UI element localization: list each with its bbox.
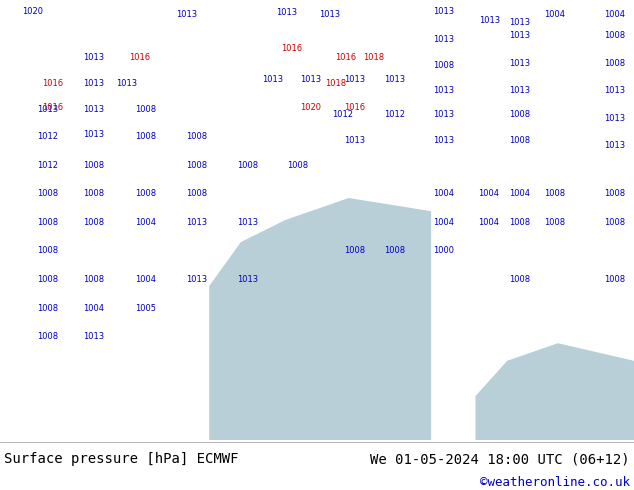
Text: 1013: 1013 bbox=[433, 110, 455, 119]
Text: 1008: 1008 bbox=[135, 132, 157, 141]
Text: 1008: 1008 bbox=[604, 218, 626, 227]
Text: ©weatheronline.co.uk: ©weatheronline.co.uk bbox=[479, 476, 630, 489]
Text: 1008: 1008 bbox=[544, 189, 566, 198]
Text: 1008: 1008 bbox=[433, 62, 455, 71]
Text: 1004: 1004 bbox=[509, 189, 531, 198]
Text: 1004: 1004 bbox=[83, 303, 105, 313]
Text: 1004: 1004 bbox=[477, 218, 499, 227]
Text: 1013: 1013 bbox=[509, 59, 531, 68]
Text: 1013: 1013 bbox=[83, 53, 105, 62]
Text: 1012: 1012 bbox=[37, 161, 58, 170]
Text: 1018: 1018 bbox=[325, 79, 347, 88]
Text: 1012: 1012 bbox=[332, 110, 353, 119]
Text: 1008: 1008 bbox=[83, 189, 105, 198]
Text: 1016: 1016 bbox=[129, 53, 150, 62]
Text: 1020: 1020 bbox=[22, 6, 44, 16]
Text: 1008: 1008 bbox=[37, 246, 58, 255]
Text: 1013: 1013 bbox=[344, 74, 366, 84]
Text: 1013: 1013 bbox=[186, 218, 207, 227]
Polygon shape bbox=[209, 198, 431, 440]
Text: 1016: 1016 bbox=[42, 79, 63, 88]
Text: 1012: 1012 bbox=[37, 132, 58, 141]
Text: 1013: 1013 bbox=[604, 141, 626, 150]
Text: 1016: 1016 bbox=[42, 103, 63, 112]
Text: 1013: 1013 bbox=[116, 79, 138, 88]
Text: 1008: 1008 bbox=[186, 132, 207, 141]
Text: 1008: 1008 bbox=[604, 275, 626, 284]
Text: 1004: 1004 bbox=[433, 218, 455, 227]
Text: 1008: 1008 bbox=[287, 161, 309, 170]
Text: 1013: 1013 bbox=[433, 35, 455, 44]
Text: 1008: 1008 bbox=[83, 275, 105, 284]
Text: 1013: 1013 bbox=[276, 8, 297, 17]
Text: 1008: 1008 bbox=[604, 59, 626, 68]
Text: 1008: 1008 bbox=[509, 136, 531, 146]
Text: 1013: 1013 bbox=[83, 130, 105, 139]
Text: 1013: 1013 bbox=[433, 6, 455, 16]
Text: 1008: 1008 bbox=[37, 218, 58, 227]
Text: 1013: 1013 bbox=[37, 105, 58, 115]
Text: 1008: 1008 bbox=[37, 332, 58, 341]
Text: 1016: 1016 bbox=[344, 103, 366, 112]
Text: 1008: 1008 bbox=[544, 218, 566, 227]
Text: 1012: 1012 bbox=[384, 110, 405, 119]
Text: 1013: 1013 bbox=[509, 31, 531, 40]
Text: 1008: 1008 bbox=[344, 246, 366, 255]
Text: Surface pressure [hPa] ECMWF: Surface pressure [hPa] ECMWF bbox=[4, 452, 239, 466]
Text: 1013: 1013 bbox=[509, 19, 531, 27]
Text: 1013: 1013 bbox=[604, 114, 626, 123]
Text: 1013: 1013 bbox=[83, 79, 105, 88]
Text: 1008: 1008 bbox=[37, 189, 58, 198]
Text: 1013: 1013 bbox=[300, 74, 321, 84]
Text: 1004: 1004 bbox=[544, 10, 566, 19]
Text: 1013: 1013 bbox=[604, 86, 626, 95]
Text: 1013: 1013 bbox=[319, 10, 340, 19]
Polygon shape bbox=[476, 343, 634, 440]
Text: 1013: 1013 bbox=[236, 218, 258, 227]
Text: 1008: 1008 bbox=[135, 105, 157, 115]
Text: 1013: 1013 bbox=[433, 86, 455, 95]
Text: 1008: 1008 bbox=[135, 189, 157, 198]
Text: 1013: 1013 bbox=[83, 105, 105, 115]
Text: 1013: 1013 bbox=[83, 332, 105, 341]
Text: 1013: 1013 bbox=[384, 74, 405, 84]
Text: 1004: 1004 bbox=[604, 10, 626, 19]
Text: 1004: 1004 bbox=[135, 218, 157, 227]
Text: 1008: 1008 bbox=[83, 161, 105, 170]
Text: 1016: 1016 bbox=[281, 44, 302, 53]
Text: 1000: 1000 bbox=[433, 246, 455, 255]
Text: 1013: 1013 bbox=[176, 10, 198, 19]
Text: 1008: 1008 bbox=[384, 246, 405, 255]
Text: We 01-05-2024 18:00 UTC (06+12): We 01-05-2024 18:00 UTC (06+12) bbox=[370, 452, 630, 466]
Text: 1008: 1008 bbox=[37, 275, 58, 284]
Text: 1016: 1016 bbox=[335, 53, 356, 62]
Text: 1008: 1008 bbox=[509, 275, 531, 284]
Text: 1008: 1008 bbox=[186, 161, 207, 170]
Text: 1008: 1008 bbox=[509, 218, 531, 227]
Text: 1013: 1013 bbox=[509, 86, 531, 95]
Text: 1008: 1008 bbox=[186, 189, 207, 198]
Text: 1013: 1013 bbox=[344, 136, 366, 146]
Text: 1004: 1004 bbox=[477, 189, 499, 198]
Text: 1013: 1013 bbox=[433, 136, 455, 146]
Text: 1013: 1013 bbox=[186, 275, 207, 284]
Text: 1005: 1005 bbox=[135, 303, 157, 313]
Text: 1008: 1008 bbox=[236, 161, 258, 170]
Text: 1020: 1020 bbox=[300, 103, 321, 112]
Text: 1004: 1004 bbox=[433, 189, 455, 198]
Text: 1008: 1008 bbox=[37, 303, 58, 313]
Text: 1013: 1013 bbox=[236, 275, 258, 284]
Text: 1013: 1013 bbox=[262, 74, 283, 84]
Text: 1004: 1004 bbox=[135, 275, 157, 284]
Text: 1008: 1008 bbox=[509, 110, 531, 119]
Text: 1013: 1013 bbox=[479, 16, 500, 25]
Text: 1008: 1008 bbox=[604, 189, 626, 198]
Text: 1008: 1008 bbox=[83, 218, 105, 227]
Text: 1018: 1018 bbox=[363, 53, 385, 62]
Text: 1008: 1008 bbox=[604, 31, 626, 40]
